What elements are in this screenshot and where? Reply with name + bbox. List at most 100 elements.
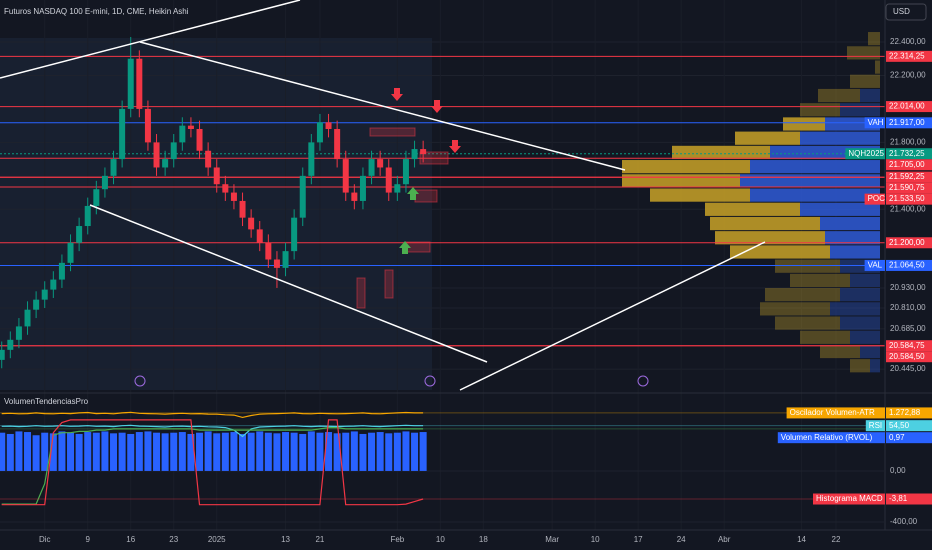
candle-body (15, 326, 22, 340)
indicator-bar (299, 433, 307, 471)
signals (134, 88, 649, 387)
price-tag (886, 171, 932, 183)
currency-button[interactable] (885, 3, 927, 21)
profile-sell (840, 288, 880, 302)
indicator-bar (411, 432, 419, 471)
level-name: VAL (868, 261, 883, 270)
currency-label[interactable]: USD (893, 7, 910, 16)
price-tag-label: 21.705,00 (889, 160, 925, 169)
profile-sell (750, 160, 880, 174)
y-tick-label: 21.800,00 (890, 137, 926, 146)
candle-body (230, 192, 237, 201)
indicator-bar (290, 432, 298, 471)
candle-body (162, 159, 169, 168)
indicator-bar (385, 433, 393, 471)
x-tick-label: 10 (436, 535, 445, 544)
price-tag-label: 21.592,25 (889, 172, 925, 181)
indicator-bar (178, 432, 186, 471)
drawings (0, 0, 766, 391)
sell-arrow (391, 88, 403, 101)
indicator-bar (368, 432, 376, 471)
block (356, 277, 366, 309)
profile-buy (847, 46, 880, 60)
levels (0, 55, 885, 347)
price-tag (886, 148, 932, 160)
price-tag (886, 101, 932, 113)
candle-body (205, 150, 212, 168)
profile-sell (820, 216, 880, 231)
price-tag-label: 21.064,50 (889, 261, 925, 270)
event-icon[interactable] (134, 375, 146, 387)
indicator-bar (359, 433, 367, 471)
price-tag-label: 21.533,50 (889, 194, 925, 203)
level-name: NQH2025 (848, 149, 884, 158)
candle-body (308, 142, 315, 176)
indicator-bar (92, 432, 100, 471)
level-name-tag (845, 148, 885, 160)
profile-sell (850, 330, 880, 344)
indicator-bar (393, 432, 401, 471)
buy-arrow (399, 241, 411, 254)
price-tag (886, 193, 932, 205)
profile-buy (765, 288, 840, 302)
indicator-name: Oscilador Volumen-ATR (790, 408, 875, 417)
profile-buy (760, 302, 830, 316)
event-icon[interactable] (424, 375, 436, 387)
profile-buy (622, 160, 750, 174)
indicator-value: 1.272,88 (889, 408, 921, 417)
indicator-line (1, 427, 424, 505)
indicator-bar (187, 433, 195, 471)
profile-sell (850, 273, 880, 288)
candle-body (24, 309, 31, 327)
price-tag (886, 340, 932, 352)
indicator-bar (307, 431, 315, 471)
trend-line (139, 41, 626, 171)
indicator-bar (0, 432, 6, 471)
profile-buy (800, 103, 840, 117)
candle-body (76, 226, 83, 243)
profile-sell (740, 174, 880, 188)
indicator-line (1, 419, 424, 506)
profile-buy (672, 145, 770, 160)
candle-body (101, 175, 108, 190)
indicator-value-tag (886, 420, 932, 432)
candle-body (179, 125, 186, 143)
block (384, 269, 394, 299)
profile-buy (730, 245, 830, 259)
trend-line (0, 0, 301, 79)
indicator-bar (15, 431, 23, 471)
candle-body (239, 200, 246, 218)
profile-sell (840, 103, 880, 117)
price-tag (886, 237, 932, 249)
profile-buy (705, 202, 800, 216)
indicator-bar (135, 432, 143, 471)
candle-body (170, 142, 177, 160)
indicator-bar (67, 432, 75, 471)
indicator-value: 54,50 (889, 421, 910, 430)
candle-body (187, 125, 194, 129)
x-tick-label: 16 (126, 535, 135, 544)
candle-body (411, 149, 418, 160)
candle-body (58, 262, 65, 280)
indicator-bar (282, 432, 290, 471)
profile-buy (715, 231, 825, 245)
x-tick-label: 17 (634, 535, 643, 544)
indicator-bar (273, 433, 281, 471)
x-tick-label: Feb (390, 535, 404, 544)
indicator-value-tag (886, 432, 932, 444)
price-tag-label: 22.014,00 (889, 102, 925, 111)
event-icon[interactable] (637, 375, 649, 387)
y-tick-label: 20.930,00 (890, 283, 926, 292)
candle-body (41, 289, 48, 300)
indicator-bar (221, 432, 229, 471)
indicator-bar (110, 433, 118, 471)
candle-body (127, 58, 134, 109)
block (369, 127, 416, 137)
axes: 22.400,00 22.200,00 21.800,00 21.400,00 20.9… (39, 37, 932, 544)
candle-body (342, 159, 349, 193)
price-tag (886, 159, 932, 171)
sell-arrow (449, 140, 461, 153)
candle-body (119, 108, 126, 160)
profile-buy (790, 273, 850, 288)
